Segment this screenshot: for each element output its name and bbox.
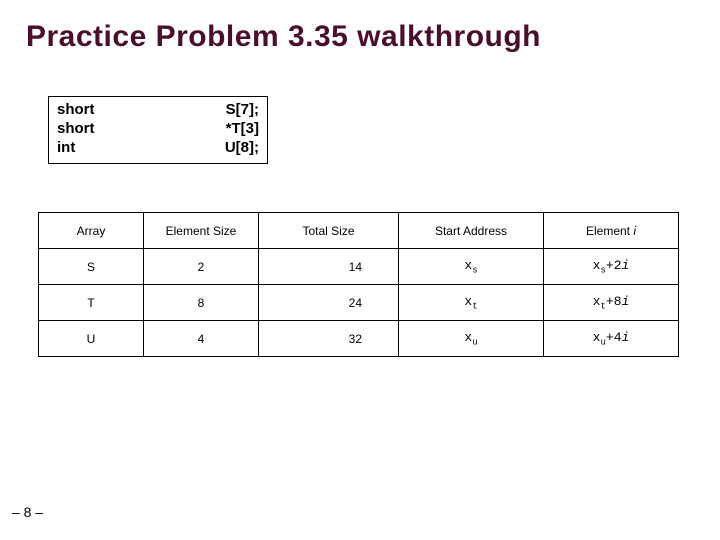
col-element-i-var: i <box>633 224 636 238</box>
decl-expr: U[8]; <box>225 139 259 158</box>
cell-elsz: 2 <box>144 249 259 285</box>
cell-elsz: 8 <box>144 285 259 321</box>
cell-array: T <box>39 285 144 321</box>
cell-start: xs <box>399 249 544 285</box>
decl-type: int <box>57 139 75 158</box>
decl-expr: *T[3] <box>226 120 259 139</box>
decl-type: short <box>57 120 95 139</box>
cell-start: xu <box>399 321 544 357</box>
col-element-size: Element Size <box>144 213 259 249</box>
col-total-size: Total Size <box>259 213 399 249</box>
table-row: T 8 24 xt xt+8i <box>39 285 679 321</box>
table-row: U 4 32 xu xu+4i <box>39 321 679 357</box>
decl-type: short <box>57 101 95 120</box>
f-var: i <box>622 330 630 345</box>
start-sub: t <box>472 301 477 311</box>
decl-expr: S[7]; <box>226 101 259 120</box>
f-var: i <box>622 258 630 273</box>
cell-elsz: 4 <box>144 321 259 357</box>
decl-row: int U[8]; <box>57 139 259 158</box>
cell-formula: xu+4i <box>544 321 679 357</box>
declaration-box: short S[7]; short *T[3] int U[8]; <box>48 96 268 164</box>
cell-array: S <box>39 249 144 285</box>
start-sub: s <box>472 265 477 275</box>
cell-start: xt <box>399 285 544 321</box>
page-number: – 8 – <box>12 504 43 520</box>
cell-total: 14 <box>259 249 399 285</box>
col-element-i: Element i <box>544 213 679 249</box>
cell-total: 32 <box>259 321 399 357</box>
cell-formula: xs+2i <box>544 249 679 285</box>
decl-row: short S[7]; <box>57 101 259 120</box>
start-sub: u <box>472 337 477 347</box>
col-array: Array <box>39 213 144 249</box>
f-op: +4 <box>606 330 622 345</box>
col-element-i-prefix: Element <box>586 224 633 238</box>
cell-array: U <box>39 321 144 357</box>
array-table: Array Element Size Total Size Start Addr… <box>38 212 679 357</box>
col-start-address: Start Address <box>399 213 544 249</box>
table-row: S 2 14 xs xs+2i <box>39 249 679 285</box>
cell-total: 24 <box>259 285 399 321</box>
table-header-row: Array Element Size Total Size Start Addr… <box>39 213 679 249</box>
decl-row: short *T[3] <box>57 120 259 139</box>
f-var: i <box>622 294 630 309</box>
slide: Practice Problem 3.35 walkthrough short … <box>0 0 720 540</box>
slide-title: Practice Problem 3.35 walkthrough <box>26 20 700 54</box>
cell-formula: xt+8i <box>544 285 679 321</box>
f-op: +2 <box>606 258 622 273</box>
f-op: +8 <box>606 294 622 309</box>
